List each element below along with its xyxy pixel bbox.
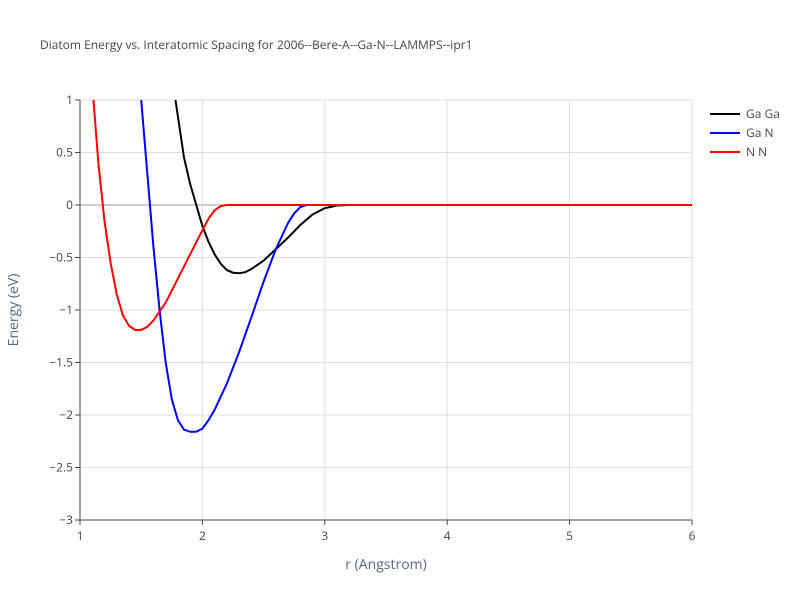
y-tick-label: −3	[59, 511, 73, 528]
series-line	[140, 100, 692, 433]
chart-title: Diatom Energy vs. Interatomic Spacing fo…	[40, 36, 472, 53]
y-tick-label: 1	[66, 91, 73, 108]
x-tick-label: 6	[689, 527, 696, 544]
y-tick-label: −2.5	[49, 459, 73, 476]
y-tick-label: −1.5	[49, 354, 73, 371]
plot-area	[92, 100, 692, 433]
y-tick-label: 0.5	[56, 144, 73, 161]
x-tick-label: 4	[444, 527, 451, 544]
y-tick-label: −2	[59, 406, 73, 423]
y-tick-label: 0	[66, 196, 73, 213]
y-tick-label: −1	[59, 301, 73, 318]
x-tick-label: 2	[199, 527, 206, 544]
x-tick-label: 1	[77, 527, 84, 544]
x-axis-title: r (Angstrom)	[345, 555, 426, 574]
legend-label: Ga Ga	[746, 105, 780, 122]
x-tick-label: 3	[321, 527, 328, 544]
y-tick-label: −0.5	[49, 249, 73, 266]
legend-label: N N	[746, 143, 767, 160]
series-line	[92, 100, 692, 331]
y-axis-title: Energy (eV)	[4, 274, 23, 347]
legend-label: Ga N	[746, 124, 774, 141]
x-tick-label: 5	[566, 527, 573, 544]
series-line	[174, 100, 692, 275]
